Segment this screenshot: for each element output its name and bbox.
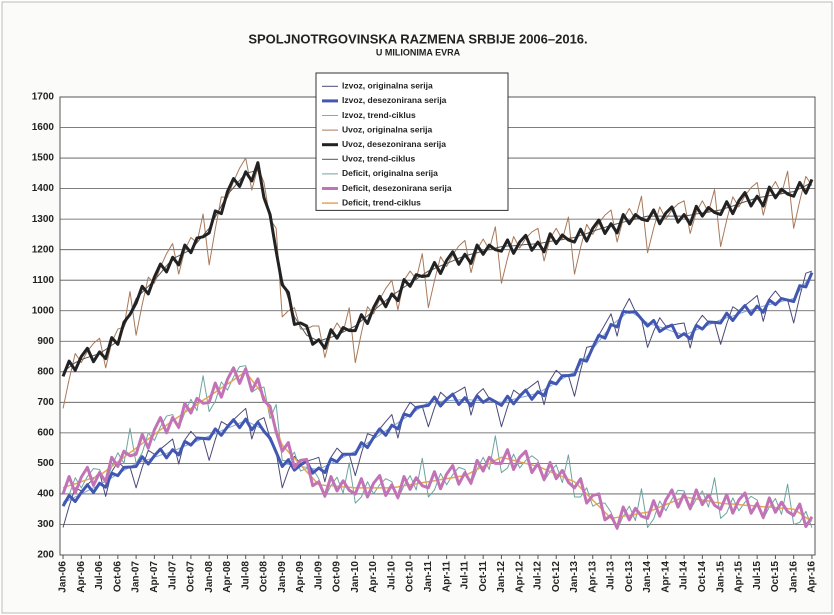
legend-label: Deficit, desezonirana serija <box>342 183 452 193</box>
x-tick-label: Jul-06 <box>94 561 105 590</box>
x-tick-label: Jan-06 <box>58 561 69 593</box>
y-tick-label: 1700 <box>32 92 55 103</box>
x-tick-label: Jul-12 <box>533 561 544 590</box>
legend-label: Uvoz, trend-ciklus <box>342 154 415 164</box>
x-tick-label: Jan-12 <box>496 561 507 593</box>
x-tick-label: Apr-13 <box>587 561 598 593</box>
legend-label: Izvoz, originalna serija <box>342 81 433 91</box>
y-tick-label: 700 <box>37 397 54 408</box>
x-tick-label: Apr-07 <box>149 561 160 593</box>
x-tick-label: Jan-07 <box>131 561 142 593</box>
x-tick-label: Apr-16 <box>807 561 818 593</box>
y-tick-label: 400 <box>37 489 54 500</box>
x-tick-label: Jan-13 <box>569 561 580 593</box>
series-line <box>61 271 814 507</box>
y-tick-label: 500 <box>37 458 54 469</box>
y-tick-label: 600 <box>37 428 54 439</box>
chart-subtitle: U MILIONIMA EVRA <box>376 47 461 57</box>
y-tick-label: 300 <box>37 519 54 530</box>
x-tick-label: Jul-14 <box>679 561 690 590</box>
x-tick-label: Oct-15 <box>770 561 781 593</box>
x-tick-label: Jan-15 <box>715 561 726 593</box>
x-tick-label: Apr-15 <box>734 561 745 593</box>
x-tick-label: Oct-06 <box>112 561 123 593</box>
legend-label: Izvoz, desezonirana serija <box>342 95 447 105</box>
y-tick-label: 1300 <box>32 214 55 225</box>
series-line <box>61 366 814 530</box>
x-tick-label: Jul-10 <box>386 561 397 590</box>
legend-label: Uvoz, originalna serija <box>342 124 432 134</box>
x-tick-label: Jul-09 <box>313 561 324 590</box>
x-tick-label: Apr-09 <box>295 561 306 593</box>
x-tick-label: Oct-14 <box>697 561 708 593</box>
x-tick-label: Oct-09 <box>332 561 343 593</box>
chart-title: SPOLJNOTRGOVINSKA RAZMENA SRBIJE 2006–20… <box>248 31 587 46</box>
x-tick-label: Jul-11 <box>460 561 471 590</box>
x-tick-label: Jan-11 <box>423 561 434 593</box>
legend-label: Izvoz, trend-ciklus <box>342 110 416 120</box>
x-tick-label: Apr-12 <box>514 561 525 593</box>
series-line <box>61 161 814 377</box>
x-tick-label: Apr-08 <box>222 561 233 593</box>
legend-label: Deficit, originalna serija <box>342 168 438 178</box>
y-tick-label: 1200 <box>32 244 55 255</box>
x-tick-label: Apr-06 <box>76 561 87 593</box>
x-tick-label: Oct-07 <box>186 561 197 593</box>
x-tick-label: Oct-08 <box>259 561 270 593</box>
legend-box <box>315 72 509 211</box>
x-tick-label: Apr-10 <box>368 561 379 593</box>
x-tick-label: Apr-11 <box>441 561 452 593</box>
legend-label: Deficit, trend-ciklus <box>342 197 421 207</box>
x-tick-label: Jan-10 <box>350 561 361 593</box>
x-tick-label: Oct-12 <box>551 561 562 593</box>
y-tick-label: 800 <box>37 366 54 377</box>
legend-label: Uvoz, desezonirana serija <box>342 139 446 149</box>
x-tick-label: Jan-09 <box>277 561 288 593</box>
x-tick-label: Oct-13 <box>624 561 635 593</box>
x-tick-label: Jul-13 <box>606 561 617 590</box>
y-tick-label: 1500 <box>32 153 55 164</box>
x-tick-label: Jul-15 <box>752 561 763 590</box>
x-tick-label: Jan-08 <box>204 561 215 593</box>
x-tick-label: Jan-16 <box>788 561 799 593</box>
x-tick-label: Jul-08 <box>240 561 251 590</box>
x-tick-label: Oct-10 <box>405 561 416 593</box>
y-tick-label: 1000 <box>32 305 55 316</box>
y-tick-label: 200 <box>37 550 54 561</box>
x-tick-label: Oct-11 <box>478 561 489 592</box>
x-tick-label: Jan-14 <box>642 561 653 593</box>
x-tick-label: Jul-07 <box>167 561 178 590</box>
y-tick-label: 900 <box>37 336 54 347</box>
x-tick-label: Apr-14 <box>660 561 671 593</box>
y-tick-label: 1600 <box>32 122 55 133</box>
legend: Izvoz, originalna serija Izvoz, desezonir… <box>315 72 509 211</box>
y-tick-label: 1100 <box>32 275 54 286</box>
y-tick-label: 1400 <box>32 183 55 194</box>
